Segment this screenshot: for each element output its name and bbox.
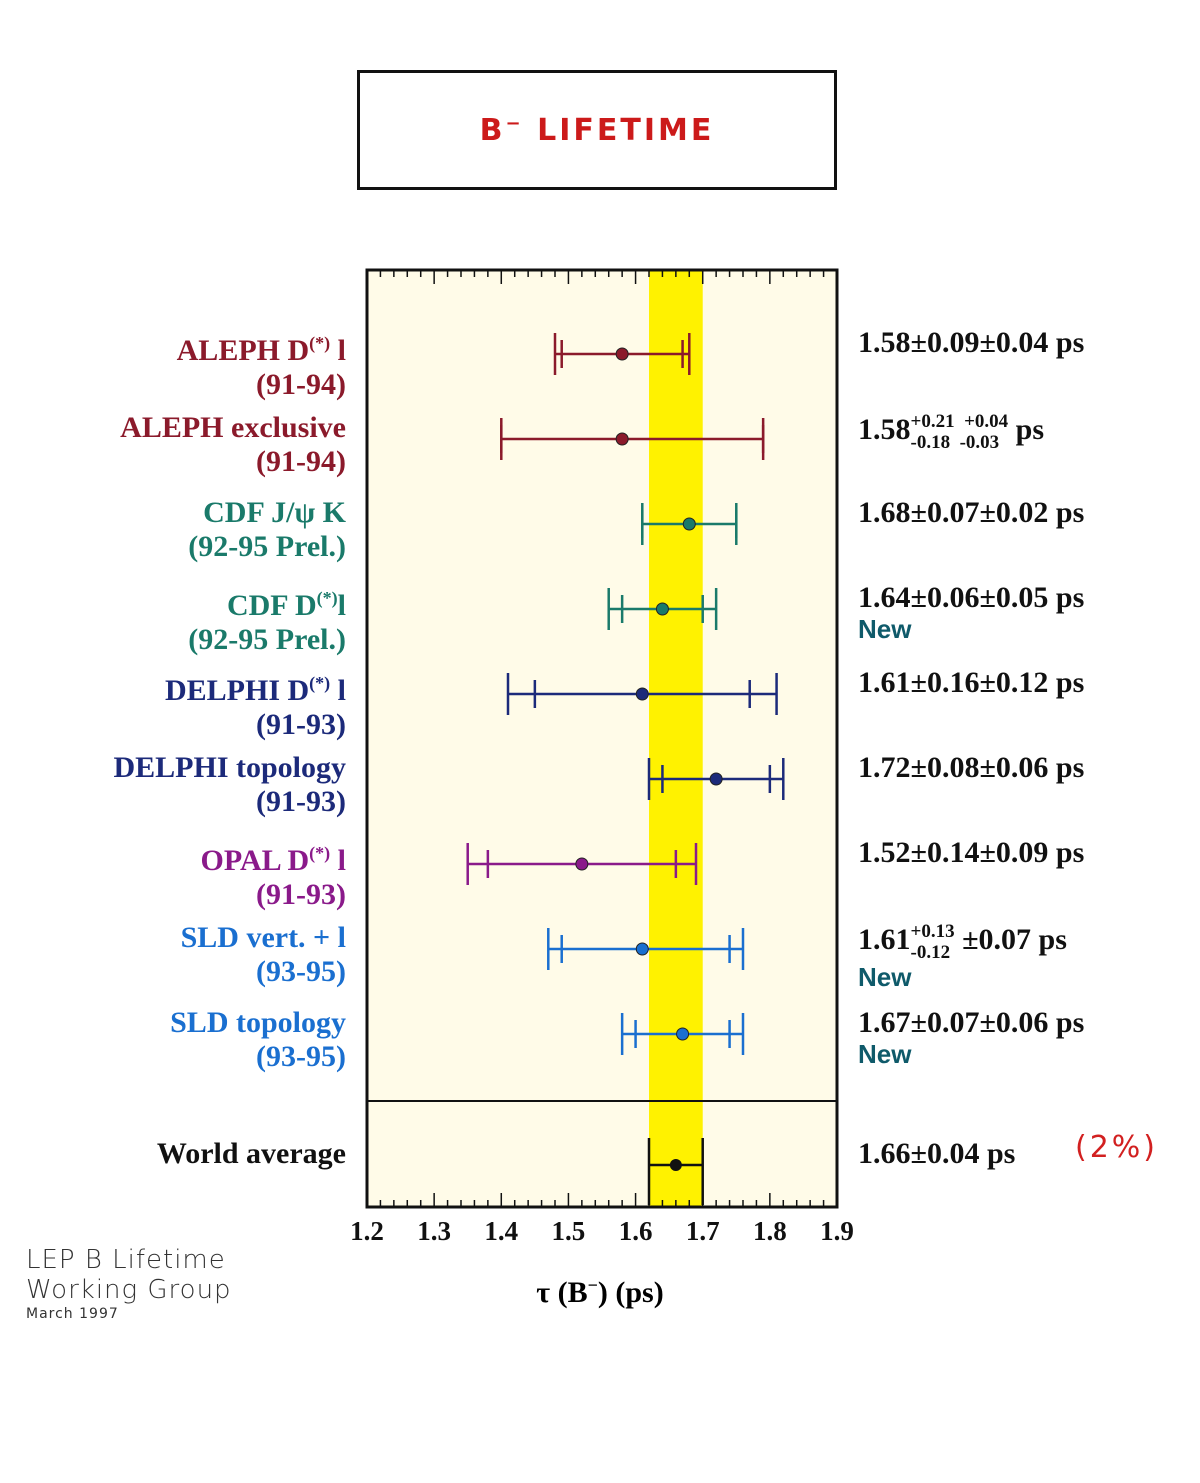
new-badge: New [858, 962, 912, 992]
measurement-label: SLD vert. + l (93-95) [180, 921, 346, 988]
measurement-label: CDF J/ψ K (92-95 Prel.) [188, 496, 346, 563]
average-label: World average [156, 1137, 346, 1170]
x-tick-label: 1.9 [820, 1216, 854, 1246]
data-point [682, 517, 696, 531]
credit-line-1: LEP B Lifetime [26, 1245, 226, 1275]
plot-frame [365, 268, 839, 1209]
data-point [676, 1027, 690, 1041]
plot-background [367, 270, 837, 1207]
x-tick-label: 1.2 [350, 1216, 384, 1246]
new-badge: New [858, 1039, 912, 1069]
x-tick-label: 1.5 [552, 1216, 586, 1246]
data-point [635, 942, 649, 956]
data-point [655, 602, 669, 616]
measurement-result: 1.64±0.06±0.05 ps New [858, 581, 1085, 644]
measurement-result: 1.67±0.07±0.06 ps New [858, 1006, 1085, 1069]
x-tick-label: 1.3 [417, 1216, 451, 1246]
x-tick-label: 1.4 [484, 1216, 518, 1246]
measurement-label: SLD topology (93-95) [170, 1006, 346, 1073]
measurement-result: 1.58 +0.21 +0.04 -0.18 -0.03 ps [858, 411, 1045, 453]
measurement-result: 1.68±0.07±0.02 ps [858, 496, 1085, 529]
measurement-result: 1.58±0.09±0.04 ps [858, 326, 1085, 359]
credit-block: LEP B Lifetime Working Group March 1997 [26, 1245, 232, 1323]
measurement-result: 1.72±0.08±0.06 ps [858, 751, 1085, 784]
credit-date: March 1997 [26, 1306, 119, 1322]
x-tick-label: 1.7 [686, 1216, 720, 1246]
measurement-label: OPAL D(*) l (91-93) [200, 843, 346, 911]
chart-title: B− LIFETIME [479, 112, 715, 148]
measurement-label: CDF D(*)l (92-95 Prel.) [188, 588, 346, 656]
measurement-label: ALEPH exclusive (91-94) [120, 411, 346, 478]
measurement-label: DELPHI topology (91-93) [113, 751, 346, 818]
precision-note: (2%) [1075, 1130, 1159, 1165]
credit-line-2: Working Group [26, 1275, 232, 1305]
x-tick-label: 1.6 [619, 1216, 653, 1246]
data-point [709, 772, 723, 786]
measurement-result: 1.61 +0.13 -0.12 ±0.07 ps New [858, 921, 1067, 992]
measurement-label: DELPHI D(*) l (91-93) [164, 673, 346, 741]
average-band [649, 270, 703, 1207]
data-point [635, 687, 649, 701]
measurement-result: 1.52±0.14±0.09 ps [858, 836, 1085, 869]
x-axis-label: τ (B−) (ps) [536, 1275, 664, 1309]
data-point [615, 347, 629, 361]
x-tick-label: 1.8 [753, 1216, 787, 1246]
data-point [575, 857, 589, 871]
average-result: 1.66±0.04 ps [858, 1137, 1016, 1170]
measurement-label: ALEPH D(*) l (91-94) [176, 333, 346, 401]
measurement-result: 1.61±0.16±0.12 ps [858, 666, 1085, 699]
new-badge: New [858, 614, 912, 644]
average-point [669, 1159, 682, 1171]
data-point [615, 432, 629, 446]
title-box: B− LIFETIME [357, 70, 837, 190]
